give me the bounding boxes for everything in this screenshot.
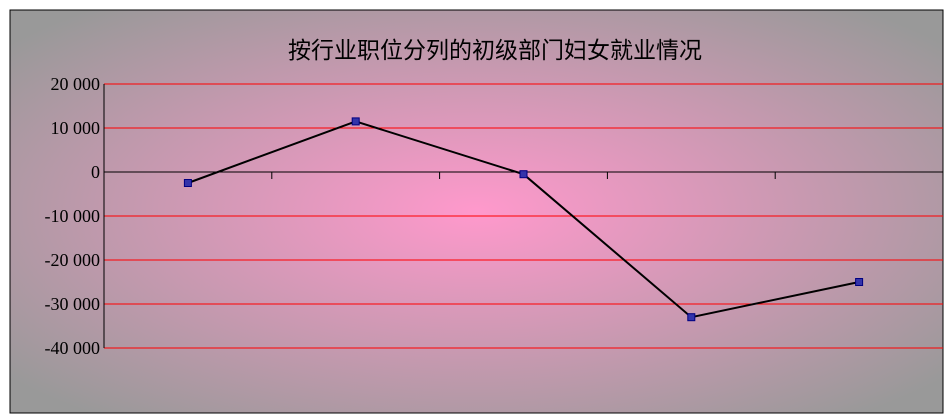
data-point — [855, 278, 864, 286]
chart-title: 按行业职位分列的初级部门妇女就业情况 — [288, 38, 702, 64]
y-tick-label: 20 000 — [51, 74, 101, 94]
data-point — [519, 170, 528, 179]
y-tick-label: -20 000 — [45, 250, 101, 270]
y-tick-labels: 20 000 10 000 0 -10 000 -20 000 -30 000 -40 00… — [45, 74, 101, 358]
chart-background — [9, 9, 944, 414]
data-point — [687, 313, 696, 322]
y-tick-label: -30 000 — [45, 294, 101, 314]
y-tick-label: 0 — [91, 162, 100, 182]
y-tick-label: 10 000 — [51, 118, 101, 138]
y-tick-label: -40 000 — [45, 338, 101, 358]
y-tick-label: -10 000 — [45, 206, 101, 226]
data-point — [183, 179, 192, 187]
series — [183, 117, 864, 322]
gridlines — [104, 83, 943, 349]
data-point — [351, 117, 360, 126]
